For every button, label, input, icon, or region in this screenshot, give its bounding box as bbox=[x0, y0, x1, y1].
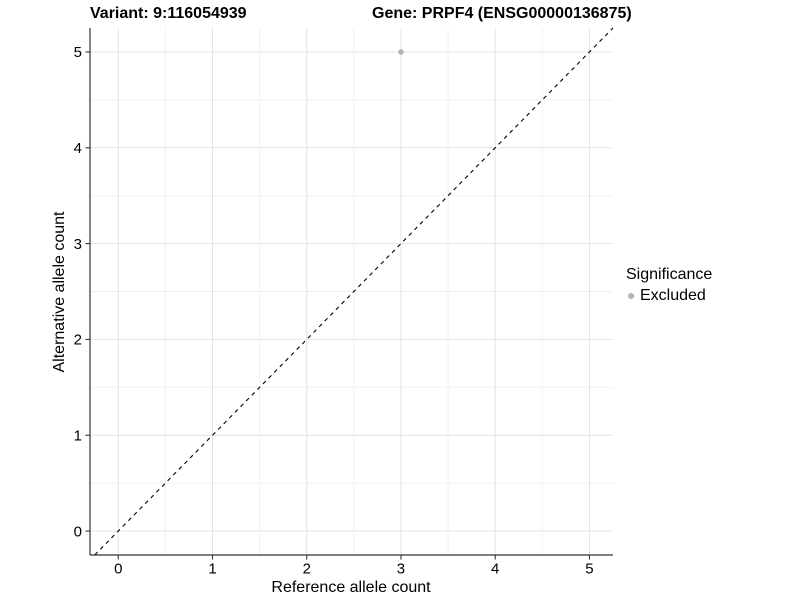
legend: Significance Excluded bbox=[626, 266, 712, 305]
y-tick-label: 1 bbox=[74, 427, 82, 444]
y-tick-label: 2 bbox=[74, 332, 82, 349]
x-tick-label: 3 bbox=[397, 560, 405, 577]
y-tick-label: 0 bbox=[74, 523, 82, 540]
legend-entry-excluded: Excluded bbox=[626, 287, 712, 305]
y-axis-title: Alternative allele count bbox=[51, 211, 68, 373]
x-tick-label: 5 bbox=[585, 560, 593, 577]
data-point bbox=[398, 49, 404, 55]
legend-title: Significance bbox=[626, 266, 713, 283]
plot-title-gene: Gene: PRPF4 (ENSG00000136875) bbox=[372, 5, 632, 22]
y-tick-label: 3 bbox=[74, 236, 82, 253]
legend-entry-label: Excluded bbox=[640, 287, 706, 304]
y-tick-label: 4 bbox=[74, 140, 82, 157]
x-axis-title: Reference allele count bbox=[271, 579, 431, 596]
x-tick-label: 2 bbox=[303, 560, 311, 577]
x-tick-label: 4 bbox=[491, 560, 499, 577]
x-tick-label: 1 bbox=[208, 560, 216, 577]
identity-line bbox=[94, 27, 614, 556]
legend-key-dot-icon bbox=[628, 293, 634, 299]
plot-title-variant: Variant: 9:116054939 bbox=[90, 5, 247, 22]
x-tick-label: 0 bbox=[114, 560, 122, 577]
y-tick-label: 5 bbox=[74, 44, 82, 61]
